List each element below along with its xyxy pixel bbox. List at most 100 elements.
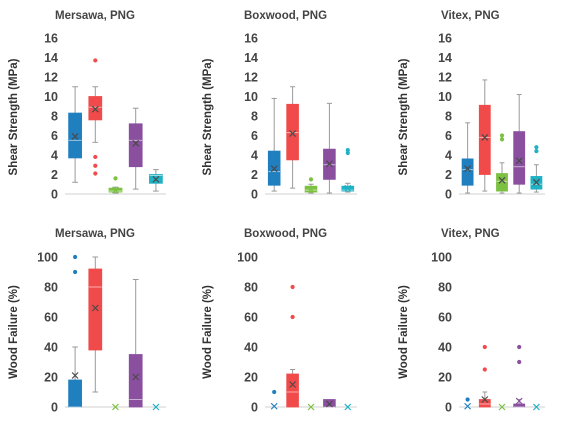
outlier-point [482, 344, 487, 350]
outlier-point [534, 145, 539, 150]
box-series-3 [496, 133, 508, 194]
y-tick-label: 14 [44, 51, 58, 65]
outlier-point [517, 344, 522, 350]
box-body [128, 123, 143, 168]
y-tick-label: 0 [251, 188, 258, 202]
y-tick-label: 8 [251, 110, 258, 124]
chart-panel-6: Vitex, PNG Wood Failure (%) 0 20 40 60 80 100 [398, 228, 545, 415]
mean-marker [532, 178, 540, 186]
outlier-point [290, 314, 295, 320]
mean-marker [464, 402, 472, 410]
box-series-5 [344, 403, 352, 411]
box-series-2 [478, 79, 491, 192]
mean-marker [464, 165, 472, 173]
y-tick-label: 40 [244, 341, 258, 355]
y-axis-label: Wood Failure (%) [398, 285, 410, 379]
outlier-point [93, 154, 98, 160]
chart-title: Vitex, PNG [441, 10, 500, 22]
outlier-point [499, 133, 505, 138]
box-body [286, 373, 299, 408]
outlier-point [73, 269, 78, 275]
y-tick-label: 6 [51, 129, 58, 143]
box-series-2 [88, 58, 103, 176]
y-tick-label: 0 [251, 401, 258, 415]
y-axis-label: Shear Strength (MPa) [398, 58, 410, 175]
outlier-point [113, 176, 118, 181]
box-series-5 [149, 169, 163, 192]
box-body [461, 158, 474, 186]
y-axis-label: Wood Failure (%) [8, 285, 20, 379]
box-series-2 [286, 284, 299, 408]
box-series-2 [286, 86, 299, 189]
chart-title: Vitex, PNG [441, 228, 500, 240]
box-series-1 [267, 97, 281, 192]
y-tick-label: 100 [431, 251, 452, 265]
y-tick-label: 60 [244, 311, 258, 325]
y-tick-label: 60 [44, 311, 58, 325]
mean-marker [91, 304, 99, 312]
mean-marker [152, 175, 160, 183]
outlier-point [93, 163, 98, 168]
y-tick-label: 10 [44, 90, 58, 104]
outlier-point [272, 389, 277, 395]
y-tick-label: 12 [244, 71, 258, 85]
mean-marker [481, 396, 489, 403]
box-series-3 [112, 403, 119, 411]
y-tick-label: 14 [244, 51, 258, 65]
y-tick-label: 0 [445, 188, 452, 202]
mean-marker [307, 403, 315, 411]
y-tick-label: 0 [51, 188, 58, 202]
mean-marker [498, 403, 506, 411]
y-tick-label: 8 [445, 110, 452, 124]
box-series-1 [461, 122, 474, 194]
mean-marker [270, 402, 278, 410]
mean-marker [152, 403, 160, 411]
box-series-1 [270, 389, 278, 410]
outlier-point [73, 254, 78, 260]
mean-marker [289, 381, 297, 388]
box-series-4 [323, 399, 336, 408]
box-series-1 [464, 397, 472, 410]
mean-marker [112, 403, 119, 411]
mean-marker [132, 373, 140, 381]
y-tick-label: 80 [44, 281, 58, 295]
y-tick-label: 16 [244, 32, 258, 46]
outlier-point [308, 177, 314, 182]
mean-marker [515, 397, 523, 405]
box-series-1 [68, 254, 82, 408]
box-series-1 [68, 86, 82, 183]
mean-marker [71, 372, 79, 379]
y-tick-label: 14 [438, 51, 452, 65]
mean-marker [270, 165, 278, 173]
mean-marker [498, 176, 506, 184]
y-tick-label: 8 [51, 110, 58, 124]
box-series-4 [128, 279, 143, 408]
y-tick-label: 80 [438, 281, 452, 295]
box-body [88, 96, 103, 121]
mean-marker [344, 403, 352, 411]
box-body [68, 379, 82, 408]
chart-panel-1: Mersawa, PNG Shear Strength (MPa) 0 2 4 6 8 10 1… [8, 10, 166, 202]
chart-title: Boxwood, PNG [244, 10, 327, 22]
chart-title: Boxwood, PNG [244, 228, 327, 240]
y-tick-label: 6 [445, 129, 452, 143]
y-tick-label: 4 [251, 149, 258, 163]
chart-panel-3: Vitex, PNG Shear Strength (MPa) 0 2 4 6 8 10 12 1… [398, 10, 545, 202]
box-body [68, 112, 82, 159]
y-tick-label: 60 [438, 311, 452, 325]
box-series-4 [513, 344, 526, 408]
outlier-point [534, 149, 539, 154]
y-axis-label: Shear Strength (MPa) [8, 58, 20, 175]
chart-panel-4: Mersawa, PNG Wood Failure (%) 0 20 40 60 80 100 [8, 228, 166, 415]
mean-marker [325, 400, 333, 408]
mean-marker [289, 130, 297, 137]
box-body [496, 173, 508, 192]
box-series-2 [478, 344, 491, 408]
chart-panel-5: Boxwood, PNG Wood Failure (%) 0 20 40 60 80 100 [202, 228, 357, 415]
y-tick-label: 0 [445, 401, 452, 415]
mean-marker [344, 184, 352, 192]
box-series-5 [532, 403, 540, 411]
box-body [478, 399, 491, 408]
